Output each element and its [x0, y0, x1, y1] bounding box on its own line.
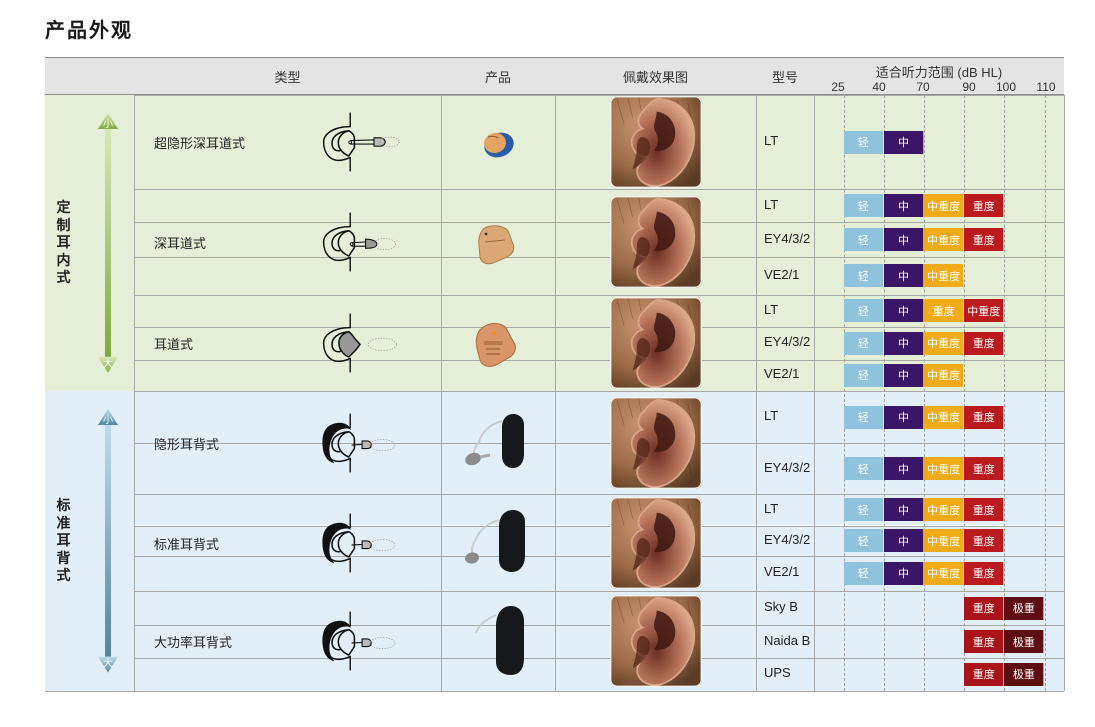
svg-text:小: 小	[103, 414, 113, 426]
svg-text:小: 小	[103, 118, 113, 130]
svg-text:大: 大	[103, 657, 113, 670]
svg-text:大: 大	[103, 357, 113, 370]
